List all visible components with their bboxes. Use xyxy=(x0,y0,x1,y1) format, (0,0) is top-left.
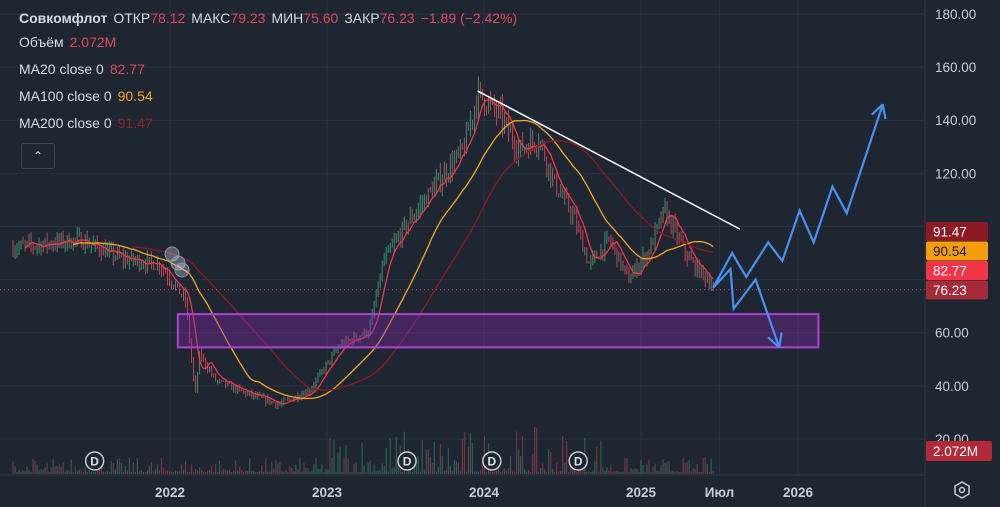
event-icon[interactable] xyxy=(174,262,190,278)
volume-label: Объём xyxy=(19,33,64,50)
arrow-head-icon xyxy=(778,332,783,348)
ma100-price-label: 90.54 xyxy=(926,241,988,261)
x-tick-label: 2024 xyxy=(469,485,500,500)
last-price-label: 76.23 xyxy=(926,280,988,300)
arrow-head-icon xyxy=(881,104,887,120)
price-label-background xyxy=(926,261,988,280)
dividend-icon xyxy=(397,451,417,471)
price-label-text: 76.23 xyxy=(933,283,967,298)
projection-up-arrow[interactable] xyxy=(712,103,884,289)
low-value: 75.60 xyxy=(303,10,339,26)
ma100-label: MA100 close 0 xyxy=(19,87,112,104)
ma200-row[interactable]: MA200 close 0 91.47 xyxy=(19,109,517,136)
ma20-value: 82.77 xyxy=(109,60,145,77)
dividend-glyph: D xyxy=(574,455,583,469)
ma200-label: MA200 close 0 xyxy=(19,114,112,131)
ma100-line xyxy=(73,119,714,400)
high-value: 79.23 xyxy=(230,10,266,26)
event-icon[interactable] xyxy=(170,255,186,271)
dividend-marker[interactable]: D xyxy=(568,451,588,471)
symbol-name: Совкомфлот xyxy=(19,10,108,26)
y-tick-label: 60.00 xyxy=(935,326,969,341)
x-tick-label: Июл xyxy=(705,485,734,500)
settings-icon[interactable] xyxy=(954,481,970,499)
ma100-row[interactable]: MA100 close 0 90.54 xyxy=(19,82,517,109)
trendline[interactable] xyxy=(477,90,741,230)
ma20-row[interactable]: MA20 close 0 82.77 xyxy=(19,55,517,82)
y-tick-label: 140.00 xyxy=(935,113,976,128)
time-axis[interactable]: 2022 2023 2024 2025 Июл 2026 xyxy=(155,485,814,500)
x-tick-label: 2026 xyxy=(783,485,814,500)
ma200-value: 91.47 xyxy=(117,114,153,131)
close-label: ЗАКР xyxy=(344,10,380,26)
volume-price-label: 2.072M xyxy=(926,441,992,461)
change-value: −1.89 (−2.42%) xyxy=(420,10,518,26)
projection-down-arrow[interactable] xyxy=(712,266,781,348)
dividend-glyph: D xyxy=(488,455,497,469)
x-tick-label: 2025 xyxy=(626,485,657,500)
dividend-glyph: D xyxy=(90,455,99,469)
price-label-background xyxy=(926,222,988,241)
arrow-head-icon xyxy=(871,103,884,116)
moving-averages xyxy=(24,98,714,405)
price-label-background xyxy=(926,241,988,261)
volume-label-background xyxy=(926,441,992,461)
y-tick-label: 40.00 xyxy=(935,379,969,394)
ma20-price-label: 82.77 xyxy=(926,261,988,280)
price-labels: 91.47 90.54 82.77 76.23 2.072M xyxy=(926,222,992,461)
dividend-icon xyxy=(482,451,502,471)
drawings[interactable] xyxy=(0,90,925,349)
open-label: ОТКР xyxy=(113,10,151,26)
legend: Совкомфлот ОТКР 78.12 МАКС 79.23 МИН 75.60 … xyxy=(19,8,517,136)
y-tick-label: 180.00 xyxy=(935,7,976,22)
ma20-label: MA20 close 0 xyxy=(19,60,104,77)
event-icon[interactable] xyxy=(164,246,180,262)
dividend-glyph: D xyxy=(403,455,412,469)
dividend-marker[interactable]: D xyxy=(84,451,105,471)
y-tick-label: 120.00 xyxy=(935,166,976,181)
volume-value: 2.072M xyxy=(69,33,117,50)
dividend-marker[interactable]: D xyxy=(482,451,502,471)
candles xyxy=(12,76,714,409)
ma100-value: 90.54 xyxy=(117,87,153,104)
dividend-marker[interactable]: D xyxy=(397,451,417,471)
volume-bars xyxy=(12,427,714,474)
ma200-price-label: 91.47 xyxy=(926,222,988,241)
price-label-text: 82.77 xyxy=(933,264,967,279)
collapse-legend-button[interactable]: ⌃ xyxy=(21,143,55,169)
high-label: МАКС xyxy=(191,10,231,26)
ohlc-row: Совкомфлот ОТКР 78.12 МАКС 79.23 МИН 75.60 … xyxy=(19,8,517,28)
arrow-head-icon xyxy=(767,336,780,349)
grid xyxy=(0,0,925,475)
x-tick-label: 2023 xyxy=(312,485,343,500)
chevron-up-icon: ⌃ xyxy=(32,149,44,163)
price-label-text: 90.54 xyxy=(933,244,967,259)
support-zone-rectangle[interactable] xyxy=(176,313,820,349)
dividend-icon xyxy=(84,451,105,471)
dividend-icon xyxy=(568,451,588,471)
y-tick-label: 160.00 xyxy=(935,60,976,75)
low-label: МИН xyxy=(271,10,304,26)
ma200-line xyxy=(133,139,714,391)
close-value: 76.23 xyxy=(379,10,415,26)
volume-row[interactable]: Объём 2.072M xyxy=(19,28,517,55)
open-value: 78.12 xyxy=(150,10,186,26)
price-label-background xyxy=(926,280,988,300)
x-tick-label: 2022 xyxy=(155,485,185,500)
price-label-text: 91.47 xyxy=(933,225,967,240)
volume-label-text: 2.072M xyxy=(933,444,978,459)
ma20-line xyxy=(24,98,714,405)
